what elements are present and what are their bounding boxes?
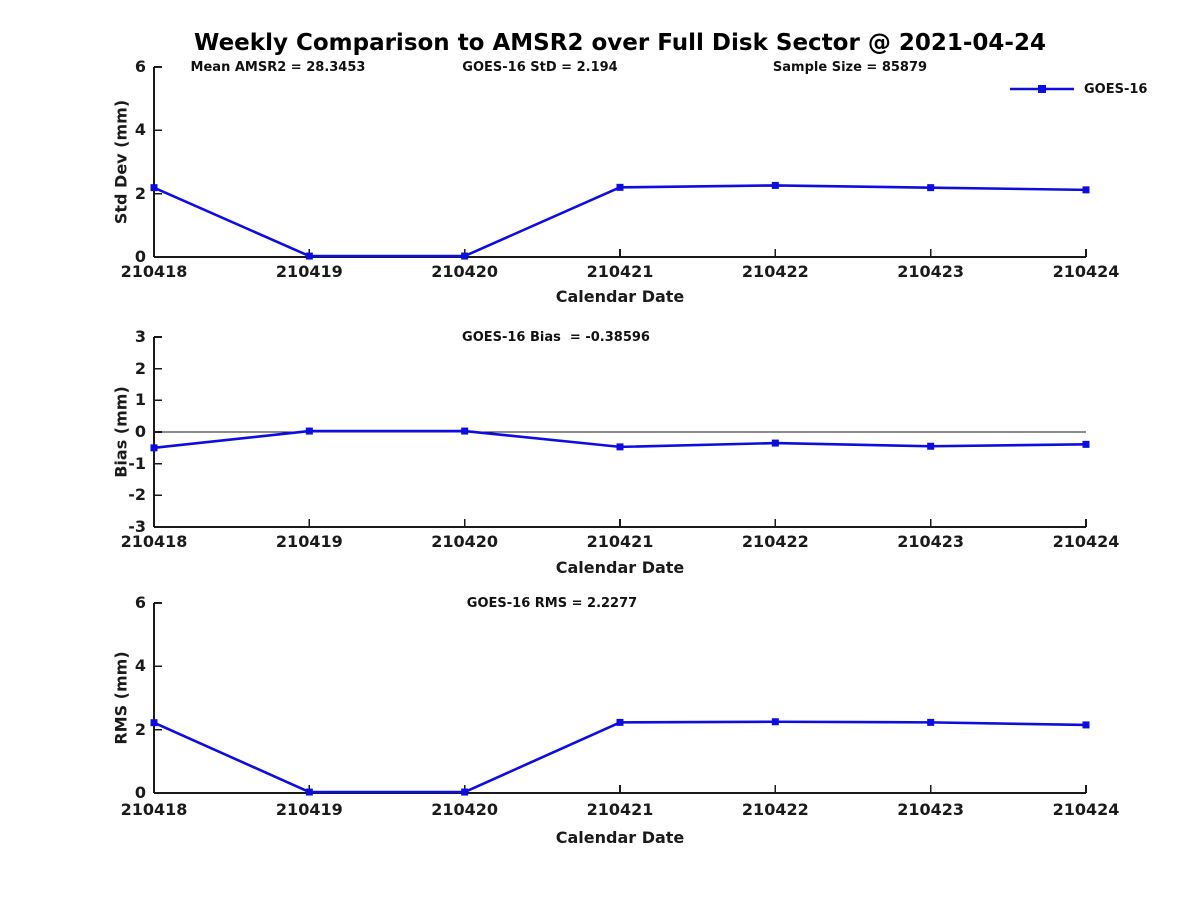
x-tick-label: 210420 [431, 800, 499, 819]
x-tick-label: 210420 [431, 262, 499, 281]
y-tick-label: 3 [134, 327, 146, 346]
x-tick-label: 210419 [275, 800, 343, 819]
rms-y-axis-title: RMS (mm) [111, 651, 131, 745]
y-tick-label: 0 [134, 783, 146, 802]
std-dev-y-axis-title: Std Dev (mm) [111, 99, 131, 225]
y-tick-label: 2 [134, 719, 146, 739]
rms-annotation: GOES-16 RMS = 2.2277 [466, 596, 638, 611]
legend: GOES-16 [1008, 78, 1147, 100]
x-tick-label: 210424 [1052, 800, 1120, 819]
y-tick-label: 4 [134, 120, 146, 140]
legend-marker [1038, 85, 1046, 93]
x-tick-label: 210422 [741, 532, 809, 551]
y-tick-label: -1 [128, 453, 146, 473]
bias-annotation: GOES-16 Bias = -0.38596 [462, 330, 650, 345]
bias-plot [150, 336, 1090, 528]
data-point-marker [1082, 440, 1090, 448]
data-point-marker [927, 718, 935, 726]
y-tick-label: 0 [134, 247, 146, 266]
y-tick-label: 1 [134, 390, 146, 410]
data-point-marker [771, 718, 779, 726]
x-tick-label: 210419 [275, 532, 343, 551]
data-point-marker [1082, 721, 1090, 729]
std-dev-annotation: Mean AMSR2 = 28.3453 [190, 60, 366, 75]
data-point-marker [305, 252, 313, 260]
data-point-marker [771, 181, 779, 189]
x-tick-label: 210423 [897, 532, 965, 551]
y-tick-label: 0 [134, 422, 146, 441]
data-point-marker [461, 427, 469, 435]
x-tick-label: 210423 [897, 800, 965, 819]
bias-x-axis-title: Calendar Date [555, 558, 685, 577]
data-point-marker [461, 788, 469, 796]
std-dev-annotation: GOES-16 StD = 2.194 [462, 60, 618, 75]
data-point-marker [616, 183, 624, 191]
x-tick-label: 210424 [1052, 532, 1120, 551]
y-tick-label: 2 [134, 183, 146, 203]
rms-x-axis-title: Calendar Date [555, 828, 685, 847]
std-dev-plot [150, 66, 1090, 260]
x-tick-label: 210420 [431, 532, 499, 551]
data-point-marker [771, 439, 779, 447]
legend-label: GOES-16 [1084, 81, 1148, 97]
x-tick-label: 210418 [120, 800, 188, 819]
x-tick-label: 210421 [586, 800, 654, 819]
x-tick-label: 210418 [120, 532, 188, 551]
x-tick-label: 210421 [586, 262, 654, 281]
x-tick-label: 210422 [741, 262, 809, 281]
data-point-marker [461, 252, 469, 260]
y-tick-label: 6 [134, 593, 146, 612]
std-dev-x-axis-title: Calendar Date [555, 287, 685, 306]
x-tick-label: 210421 [586, 532, 654, 551]
rms-plot [150, 602, 1090, 796]
x-tick-label: 210424 [1052, 262, 1120, 281]
goes-16-line [153, 184, 1087, 258]
legend-line-sample [1010, 85, 1074, 93]
data-point-marker [305, 788, 313, 796]
y-tick-label: -2 [128, 485, 146, 505]
data-point-marker [305, 427, 313, 435]
x-tick-label: 210423 [897, 262, 965, 281]
figure-title: Weekly Comparison to AMSR2 over Full Dis… [194, 30, 1046, 56]
data-point-marker [927, 442, 935, 450]
y-tick-label: -3 [128, 517, 146, 536]
y-tick-label: 4 [134, 656, 146, 676]
data-point-marker [1082, 186, 1090, 194]
data-point-marker [616, 718, 624, 726]
data-point-marker [150, 719, 158, 727]
x-tick-label: 210422 [741, 800, 809, 819]
y-tick-label: 6 [134, 57, 146, 76]
x-tick-label: 210418 [120, 262, 188, 281]
bias-y-axis-title: Bias (mm) [111, 386, 131, 478]
goes-16-line [153, 720, 1087, 794]
data-point-marker [927, 184, 935, 192]
data-point-marker [616, 443, 624, 451]
std-dev-annotation: Sample Size = 85879 [772, 60, 928, 75]
data-point-marker [150, 184, 158, 192]
y-tick-label: 2 [134, 358, 146, 378]
data-point-marker [150, 444, 158, 452]
x-tick-label: 210419 [275, 262, 343, 281]
